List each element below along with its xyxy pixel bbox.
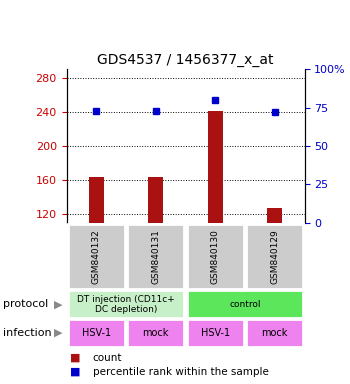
Text: GSM840129: GSM840129 <box>270 229 279 284</box>
Text: ■: ■ <box>70 353 80 363</box>
Bar <box>68 224 125 289</box>
Text: mock: mock <box>261 328 288 338</box>
Bar <box>127 224 184 289</box>
Bar <box>208 111 223 223</box>
Text: HSV-1: HSV-1 <box>201 328 230 338</box>
Bar <box>187 224 244 289</box>
Text: ■: ■ <box>70 367 80 377</box>
Bar <box>246 224 303 289</box>
Text: infection: infection <box>4 328 52 338</box>
Bar <box>187 291 303 318</box>
Bar <box>68 319 125 347</box>
Text: GSM840132: GSM840132 <box>92 229 101 284</box>
Text: count: count <box>93 353 122 363</box>
Text: ▶: ▶ <box>54 328 62 338</box>
Bar <box>187 319 244 347</box>
Bar <box>127 319 184 347</box>
Bar <box>267 208 282 223</box>
Text: percentile rank within the sample: percentile rank within the sample <box>93 367 269 377</box>
Bar <box>68 291 184 318</box>
Text: protocol: protocol <box>4 299 49 310</box>
Text: mock: mock <box>142 328 169 338</box>
Bar <box>89 177 104 223</box>
Text: GSM840130: GSM840130 <box>211 229 220 284</box>
Text: HSV-1: HSV-1 <box>82 328 111 338</box>
Text: ▶: ▶ <box>54 299 62 310</box>
Bar <box>148 177 163 223</box>
Bar <box>246 319 303 347</box>
Text: control: control <box>229 300 261 309</box>
Text: DT injection (CD11c+
DC depletion): DT injection (CD11c+ DC depletion) <box>77 295 175 314</box>
Title: GDS4537 / 1456377_x_at: GDS4537 / 1456377_x_at <box>97 53 274 67</box>
Text: GSM840131: GSM840131 <box>151 229 160 284</box>
